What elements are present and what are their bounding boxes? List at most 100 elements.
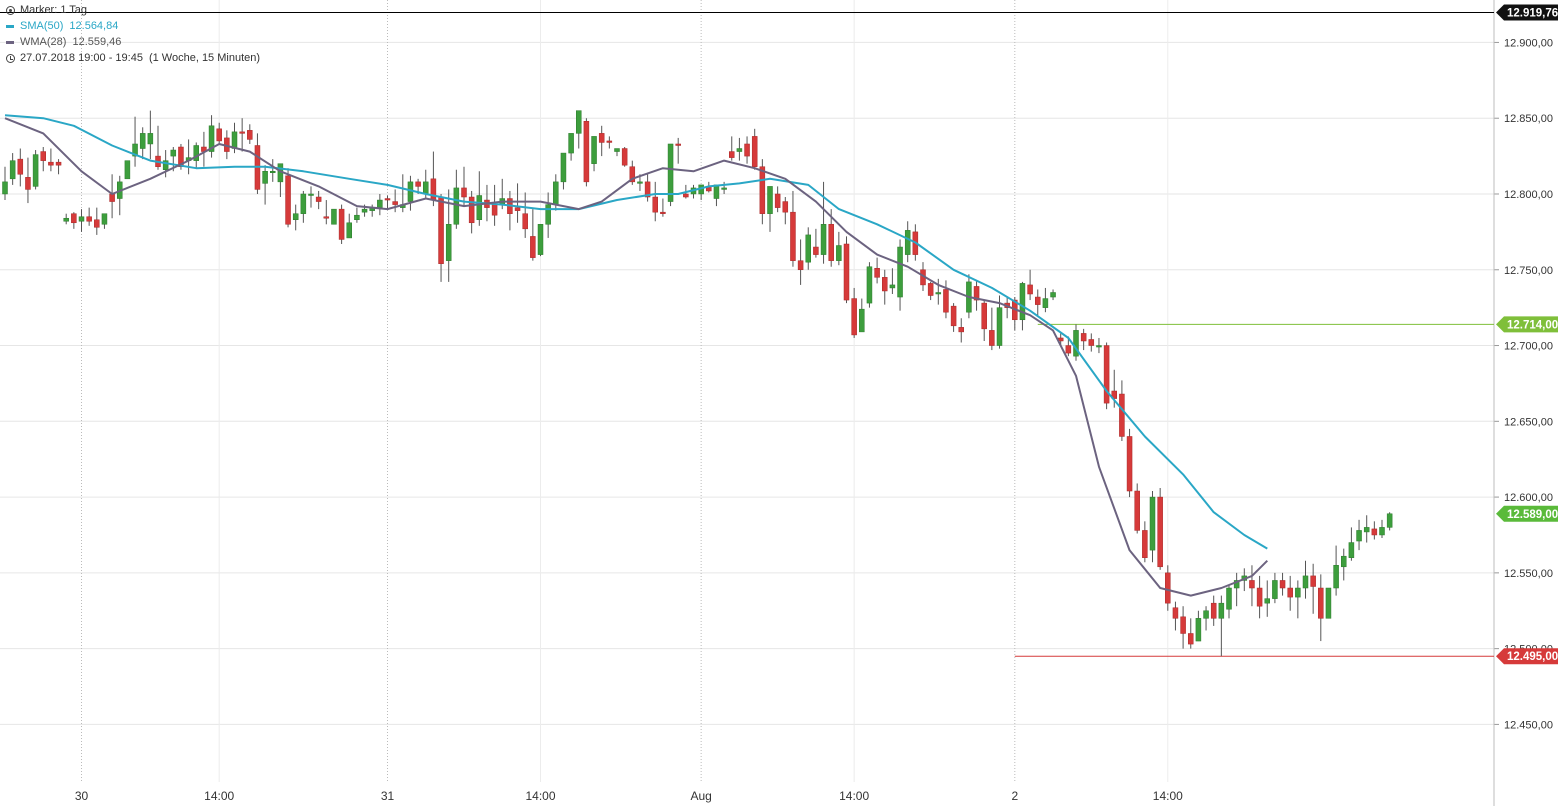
candle [660, 211, 666, 214]
candle [461, 187, 467, 198]
y-tick-label: 12.550,00 [1504, 568, 1553, 580]
candle [1203, 610, 1209, 619]
candle [2, 181, 8, 195]
marker-label: Marker: 1 Tag [20, 4, 88, 16]
y-tick-label: 12.650,00 [1504, 416, 1553, 428]
resistance-price-flag [1496, 316, 1558, 333]
candle [1195, 618, 1202, 642]
range-label: 27.07.2018 19:00 - 19:45 [20, 52, 143, 64]
candle [736, 148, 743, 152]
candle [247, 130, 253, 140]
candle [713, 184, 720, 199]
candle [331, 208, 337, 225]
y-tick-label: 12.800,00 [1504, 189, 1553, 201]
candle [1218, 602, 1225, 619]
candle [1019, 283, 1026, 321]
candle [415, 181, 421, 187]
legend-range: 27.07.2018 19:00 - 19:45 (1 Woche, 15 Mi… [6, 50, 260, 66]
candle [453, 187, 460, 225]
wma-label: WMA(28) [20, 36, 67, 48]
candle [1226, 587, 1232, 610]
candle [1356, 530, 1362, 542]
candle [101, 213, 108, 225]
candle [1142, 530, 1148, 558]
candle [545, 204, 551, 225]
marker-icon [6, 5, 15, 15]
candle [591, 136, 597, 164]
legend-wma[interactable]: WMA(28) 12.559,46 [6, 34, 260, 50]
candle [744, 143, 750, 157]
candle [1050, 292, 1056, 298]
candle [1035, 296, 1041, 305]
candle [1279, 580, 1286, 589]
candle [1363, 527, 1370, 533]
resistance-price-label: 12.714,00 [1507, 319, 1558, 331]
candle [560, 152, 567, 183]
candle [17, 158, 24, 175]
y-tick-label: 12.450,00 [1504, 719, 1553, 731]
candle [1249, 580, 1255, 589]
candle [897, 246, 903, 298]
candle [790, 211, 796, 261]
candle [476, 195, 483, 220]
candle [377, 199, 383, 208]
candle [1126, 436, 1133, 492]
candle [629, 166, 636, 183]
candle [1310, 575, 1316, 587]
candle [927, 283, 934, 296]
candle [63, 217, 69, 222]
legend-sma[interactable]: SMA(50) 12.564,84 [6, 18, 260, 34]
candle [262, 171, 268, 184]
chart-legend: Marker: 1 Tag SMA(50) 12.564,84 WMA(28) … [6, 2, 260, 66]
candle [1318, 587, 1324, 619]
candle [667, 143, 674, 202]
x-tick-label: 14:00 [525, 789, 555, 803]
candle [767, 186, 773, 214]
candle [889, 284, 896, 289]
candle [193, 145, 199, 161]
x-tick-label: Aug [690, 789, 711, 803]
candle [323, 216, 330, 219]
candle [1065, 345, 1072, 354]
candle [162, 160, 169, 170]
candle [1325, 587, 1332, 619]
y-tick-label: 12.750,00 [1504, 265, 1553, 277]
candle [285, 175, 291, 225]
candle [851, 298, 857, 336]
support-price-flag [1496, 648, 1558, 665]
candle [300, 193, 307, 214]
candle [774, 193, 781, 208]
candle [1119, 393, 1125, 437]
candle [1165, 572, 1171, 604]
candle [820, 224, 827, 255]
candle [32, 154, 39, 187]
candle [231, 131, 238, 149]
candle [782, 201, 789, 213]
candle [614, 148, 620, 152]
candle [652, 196, 658, 213]
candle [1042, 298, 1049, 308]
candle [621, 148, 628, 166]
candle [1172, 607, 1179, 619]
x-tick-label: 14:00 [839, 789, 869, 803]
candle [170, 149, 177, 157]
y-tick-label: 12.700,00 [1504, 341, 1553, 353]
candle [828, 224, 834, 261]
candle [346, 222, 352, 239]
sma-label: SMA(50) [20, 20, 64, 32]
candle [1073, 330, 1079, 357]
candle [1096, 345, 1102, 348]
candle [55, 161, 62, 166]
y-tick-label: 12.600,00 [1504, 492, 1553, 504]
candle [208, 125, 215, 152]
candle [109, 193, 115, 202]
candle [1333, 565, 1339, 589]
candle [904, 230, 911, 255]
candle [438, 196, 444, 264]
candle [576, 110, 582, 134]
candle [996, 307, 1003, 346]
wma-swatch-icon [6, 40, 14, 44]
candle [989, 330, 995, 346]
candle [522, 213, 528, 230]
